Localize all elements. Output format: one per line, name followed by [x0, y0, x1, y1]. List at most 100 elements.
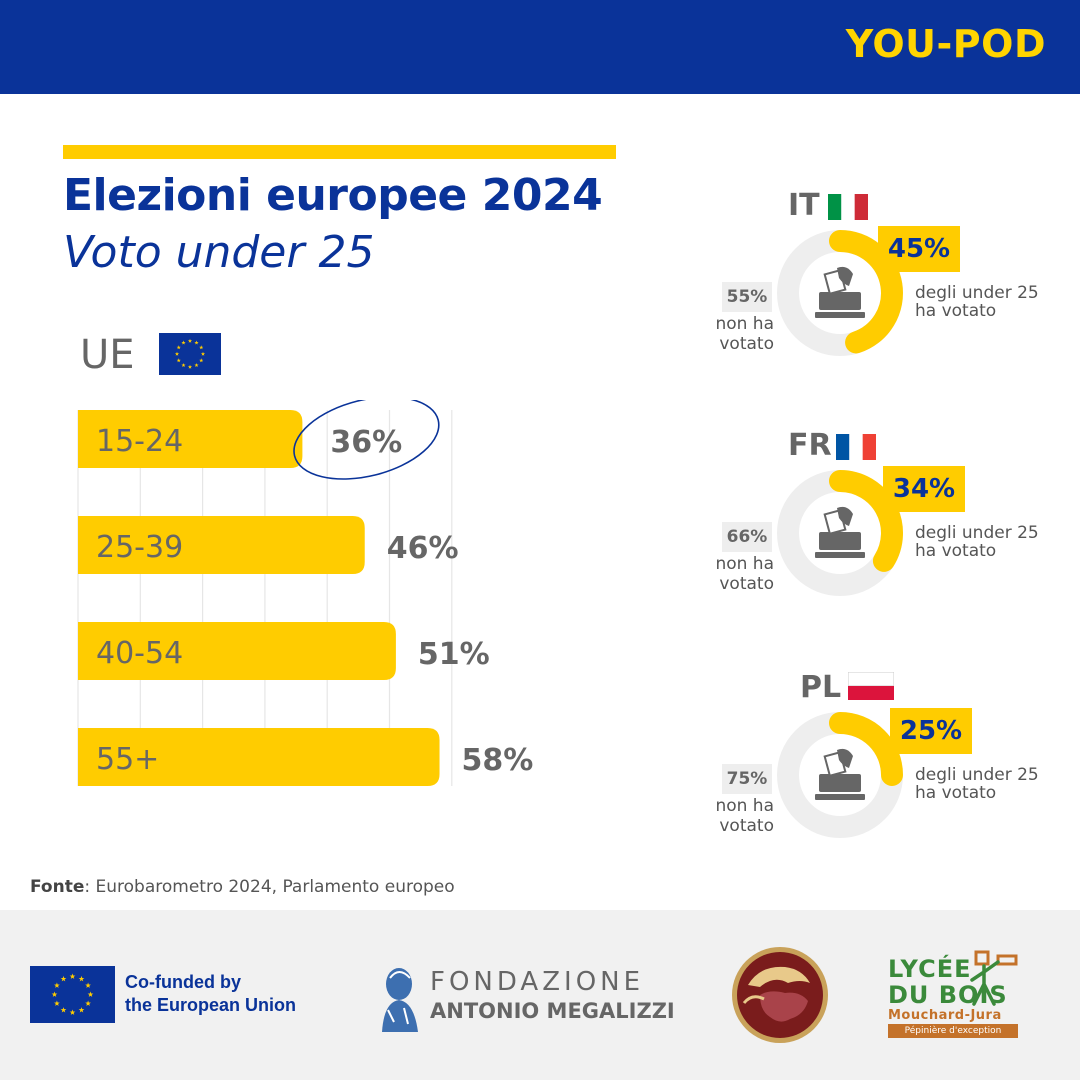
eu-star: [200, 351, 206, 356]
voted-label: degli under 25 ha votato: [915, 765, 1039, 803]
eu-star: [85, 1000, 91, 1006]
eu-star: [69, 973, 76, 979]
flag-stripe: [848, 686, 894, 700]
ballot-box-base: [815, 552, 865, 558]
europe-circle-logo: [732, 947, 828, 1043]
bar-value-label: 46%: [387, 531, 459, 566]
ballot-hand: [837, 748, 853, 768]
eu-star: [194, 340, 199, 345]
country-card-it: IT 45% degli under 25 ha votato 55% non …: [700, 188, 1060, 408]
not-voted-percentage: 66%: [722, 522, 772, 552]
lycee-line1: LYCÉE: [888, 955, 972, 983]
eu-star: [181, 363, 186, 368]
eu-label: UE: [80, 332, 135, 378]
bar-value-label: 51%: [418, 637, 490, 672]
not-voted-label: non ha votato: [715, 796, 774, 836]
eu-star: [199, 345, 204, 350]
eu-star: [78, 1007, 85, 1013]
country-card-fr: FR 34% degli under 25 ha votato 66% non …: [700, 428, 1060, 648]
flag-stripe: [854, 194, 868, 220]
ballot-box-icon: [815, 774, 865, 800]
eu-star: [194, 363, 199, 368]
country-code: FR: [788, 428, 832, 463]
donut-chart-pl: [777, 712, 903, 838]
lycee-location: Mouchard-Jura: [888, 1008, 1002, 1023]
fondazione-line1: FONDAZIONE: [430, 967, 645, 997]
not-voted-label: non ha votato: [715, 554, 774, 594]
flag-pl-icon: [848, 672, 894, 700]
lycee-name: LYCÉE DU BOIS: [888, 956, 1008, 1008]
bar-category-label: 40-54: [96, 636, 183, 671]
footer: Co-funded by the European Union FONDAZIO…: [0, 910, 1080, 1080]
ballot-box-body: [819, 774, 861, 792]
lycee-figure-icon: [970, 950, 1018, 1006]
bar-55+: [78, 728, 440, 786]
ballot-box-base: [815, 312, 865, 318]
source-text: : Eurobarometro 2024, Parlamento europeo: [84, 877, 455, 897]
bar-25-39: [78, 516, 365, 574]
eu-star: [187, 364, 193, 369]
fondazione-line2: ANTONIO MEGALIZZI: [430, 999, 675, 1023]
not-voted-label: non ha votato: [715, 314, 774, 354]
voted-label: degli under 25 ha votato: [915, 283, 1039, 321]
bar-value-label: 58%: [462, 743, 534, 778]
eu-star: [199, 358, 204, 363]
eu-star: [176, 358, 181, 363]
eu-flag-icon: [30, 966, 115, 1023]
bar-40-54: [78, 622, 396, 680]
bar-15-24: [78, 410, 303, 468]
eu-star: [187, 338, 193, 343]
country-code: PL: [800, 670, 842, 705]
page-title: Elezioni europee 2024: [63, 170, 603, 221]
eu-star: [181, 340, 186, 345]
page-subtitle: Voto under 25: [63, 227, 375, 278]
ballot-box-icon: [815, 532, 865, 558]
fondazione-portrait-icon: [382, 968, 418, 1032]
flag-stripe: [849, 434, 863, 460]
flag-it-icon: [828, 194, 868, 220]
eu-cofunded-line1: Co-funded by: [125, 972, 241, 992]
eu-star: [54, 982, 60, 988]
flag-fr-icon: [836, 434, 876, 460]
lycee-tagline: Pépinière d'exception: [888, 1024, 1018, 1038]
not-voted-percentage: 55%: [722, 282, 772, 312]
flag-stripe: [836, 434, 850, 460]
eu-cofunded-text: Co-funded by the European Union: [125, 971, 296, 1017]
donut-arc-voted: [829, 230, 903, 354]
eu-star: [85, 982, 91, 988]
ballot-box-icon: [815, 292, 865, 318]
brand-logo: YOU-POD: [845, 22, 1046, 66]
voted-percentage: 25%: [890, 708, 972, 754]
eu-star: [54, 1000, 60, 1006]
bar-category-label: 55+: [96, 742, 159, 777]
flag-stripe: [828, 194, 842, 220]
bar-category-label: 15-24: [96, 424, 183, 459]
eu-star: [174, 351, 180, 356]
eu-age-bar-chart: 15-24 36% 25-39 46% 40-54 51% 55+ 58%: [77, 400, 534, 786]
header-bar: YOU-POD: [0, 0, 1080, 94]
not-voted-percentage: 75%: [722, 764, 772, 794]
source-label: Fonte: [30, 877, 85, 897]
donut-chart-it: [777, 230, 903, 356]
eu-star: [176, 345, 181, 350]
ballot-box-base: [815, 794, 865, 800]
flag-stripe: [848, 672, 894, 687]
donut-arc-voted: [829, 712, 903, 786]
ballot-hand: [837, 506, 853, 526]
eu-star: [69, 1009, 76, 1015]
eu-star: [87, 991, 94, 997]
flag-stripe: [862, 434, 876, 460]
ballot-box-body: [819, 532, 861, 550]
voted-label: degli under 25 ha votato: [915, 523, 1039, 561]
eu-flag-icon: [159, 333, 221, 375]
country-code: IT: [788, 188, 820, 223]
source-note: Fonte: Eurobarometro 2024, Parlamento eu…: [30, 877, 455, 897]
country-card-pl: PL 25% degli under 25 ha votato 75% non …: [700, 670, 1060, 890]
voted-percentage: 45%: [878, 226, 960, 272]
title-rule: [63, 145, 616, 159]
eu-star: [51, 991, 58, 997]
bar-category-label: 25-39: [96, 530, 183, 565]
eu-cofunded-line2: the European Union: [125, 995, 296, 1015]
ballot-box-body: [819, 292, 861, 310]
ballot-hand: [837, 266, 853, 286]
